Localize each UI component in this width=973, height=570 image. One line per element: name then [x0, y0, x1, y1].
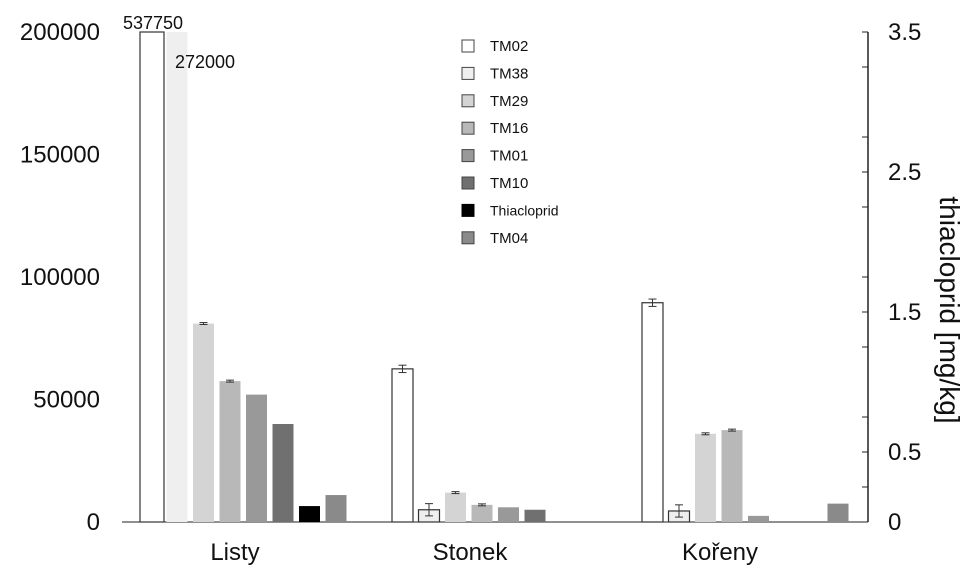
bar-tm10 — [272, 424, 294, 522]
x-axis-labels: Listy Stonek Kořeny — [210, 539, 758, 566]
legend-label: TM10 — [490, 175, 528, 192]
legend-swatch — [461, 149, 475, 163]
bar-tm01 — [246, 394, 267, 522]
bar-thiacloprid — [299, 506, 320, 522]
legend-swatch — [461, 121, 475, 135]
legend-swatch — [461, 203, 475, 217]
legend: TM02 TM38 TM29 TM16 TM01 TM10 Thiacloprid TM04 — [461, 38, 558, 247]
y-tick-label: 50000 — [33, 387, 100, 414]
bar-tm01 — [498, 507, 519, 522]
annotation-value-tm38: 272000 — [175, 52, 235, 72]
legend-label: TM04 — [490, 230, 528, 247]
legend-swatch — [461, 66, 475, 80]
bar-tm16 — [219, 381, 241, 522]
y-tick-label: 150000 — [20, 142, 100, 169]
y2-axis-label: thiacloprid [mg/kg] — [934, 196, 965, 423]
legend-label: TM02 — [490, 38, 528, 55]
bar-tm02 — [391, 368, 414, 523]
y2-tick-label: 1.5 — [888, 299, 921, 326]
bar-tm02 — [139, 31, 165, 523]
y2-tick-label: 3.5 — [888, 19, 921, 46]
legend-swatch — [461, 231, 475, 245]
bar-tm29 — [445, 492, 466, 522]
bar-tm16 — [471, 504, 493, 522]
y-tick-label: 0 — [87, 509, 100, 536]
bar-tm10 — [524, 509, 546, 522]
x-tick-label: Listy — [210, 539, 259, 566]
legend-label: TM38 — [490, 65, 528, 82]
legend-label: TM16 — [490, 120, 528, 137]
annotation-value-tm02: 537750 — [123, 13, 183, 33]
bars-group — [139, 31, 849, 523]
error-bars-group — [199, 298, 736, 518]
bar-tm02 — [641, 302, 664, 523]
bar-tm29 — [193, 323, 214, 522]
legend-label: TM01 — [490, 148, 528, 165]
x-tick-label: Stonek — [433, 539, 509, 566]
legend-swatch — [461, 39, 475, 53]
bar-tm16 — [721, 430, 743, 522]
legend-label: Thiacloprid — [490, 202, 558, 218]
bar-tm04 — [827, 503, 849, 522]
bar-tm29 — [695, 433, 716, 522]
y2-tick-label: 2.5 — [888, 159, 921, 186]
y-tick-label: 200000 — [20, 19, 100, 46]
bar-tm38 — [166, 32, 188, 522]
y2-tick-label: 0 — [888, 509, 901, 536]
y-tick-label: 100000 — [20, 264, 100, 291]
x-tick-label: Kořeny — [682, 539, 758, 566]
y2-tick-label: 0.5 — [888, 439, 921, 466]
y-axis-left: 0 50000 100000 150000 200000 — [20, 19, 100, 536]
legend-label: TM29 — [490, 93, 528, 110]
bar-tm04 — [325, 495, 347, 522]
y-axis-right: 0 0.5 1.5 2.5 3.5 — [862, 19, 921, 536]
bar-tm01 — [748, 515, 769, 522]
legend-swatch — [461, 94, 475, 108]
legend-swatch — [461, 176, 475, 190]
